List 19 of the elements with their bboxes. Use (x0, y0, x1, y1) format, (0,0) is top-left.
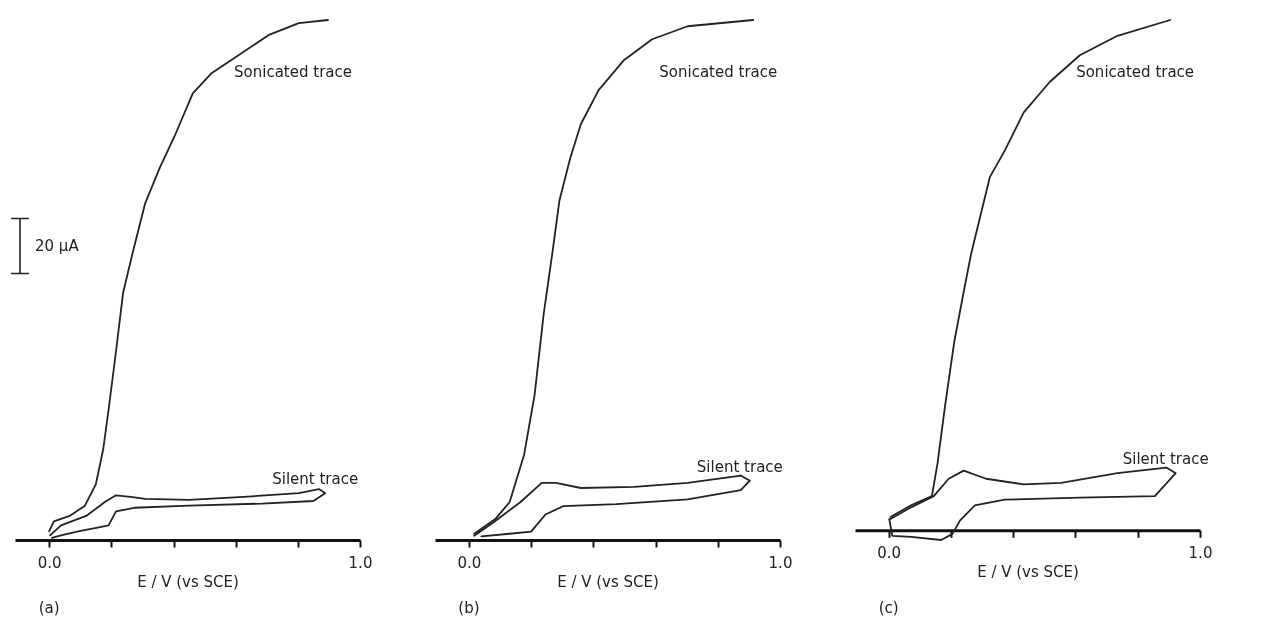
annotation: 20 μA (35, 237, 80, 256)
text: (c) (878, 599, 899, 617)
series-label: Sonicated trace (1076, 63, 1195, 81)
series-label: Silent trace (272, 470, 359, 489)
text: (b) (458, 599, 480, 617)
series-label: Silent trace (1122, 450, 1209, 469)
x-tick-label: 1.0 (348, 553, 373, 572)
x-tick-label: 1.0 (1188, 543, 1213, 562)
x-axis-title: E / V (vs SCE) (557, 572, 659, 591)
x-tick-label: 0.0 (457, 553, 482, 572)
series-label: Sonicated trace (234, 63, 352, 81)
x-axis-title: E / V (vs SCE) (977, 562, 1079, 581)
x-tick-label: 0.0 (37, 553, 62, 572)
series-label: Sonicated trace (659, 63, 778, 81)
series-label: Silent trace (696, 457, 783, 476)
x-tick-label: 1.0 (768, 553, 793, 572)
text: (a) (38, 599, 60, 617)
x-tick-label: 0.0 (877, 543, 902, 562)
x-axis-title: E / V (vs SCE) (137, 572, 239, 591)
